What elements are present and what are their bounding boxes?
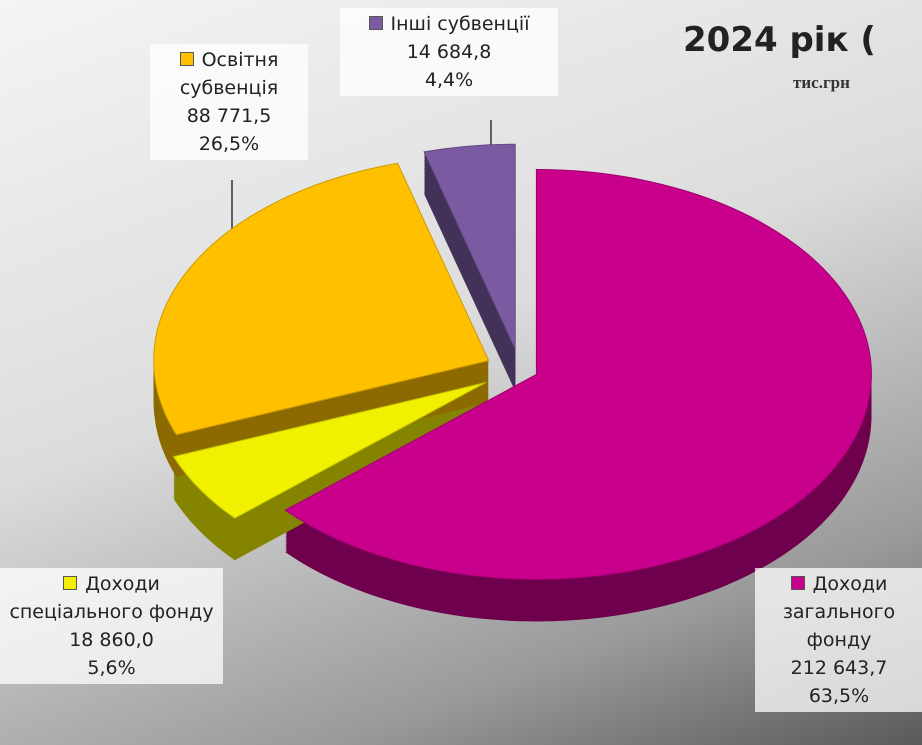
category-label: Освітня субвенція bbox=[180, 49, 279, 99]
percent-label: 4,4% bbox=[425, 69, 473, 91]
percent-label: 5,6% bbox=[87, 657, 135, 679]
legend-marker bbox=[63, 576, 77, 590]
value-label: 18 860,0 bbox=[69, 629, 154, 651]
category-label: Доходи спеціального фонду bbox=[9, 573, 213, 623]
percent-label: 63,5% bbox=[809, 685, 869, 707]
value-label: 14 684,8 bbox=[407, 41, 492, 63]
chart-subtitle: тис.грн bbox=[793, 73, 850, 93]
chart-title: 2024 рік ( bbox=[683, 20, 876, 60]
slide: 2024 рік ( тис.грн Доходи загального фон… bbox=[0, 0, 922, 745]
category-label: Інші субвенції bbox=[391, 13, 530, 35]
data-label: Доходи спеціального фонду 18 860,0 5,6% bbox=[0, 568, 223, 684]
value-label: 88 771,5 bbox=[187, 105, 272, 127]
value-label: 212 643,7 bbox=[791, 657, 888, 679]
legend-marker bbox=[369, 16, 383, 30]
data-label: Інші субвенції 14 684,8 4,4% bbox=[340, 8, 558, 96]
data-label: Освітня субвенція 88 771,5 26,5% bbox=[150, 44, 308, 160]
legend-marker bbox=[791, 576, 805, 590]
percent-label: 26,5% bbox=[199, 133, 259, 155]
legend-marker bbox=[180, 52, 194, 66]
